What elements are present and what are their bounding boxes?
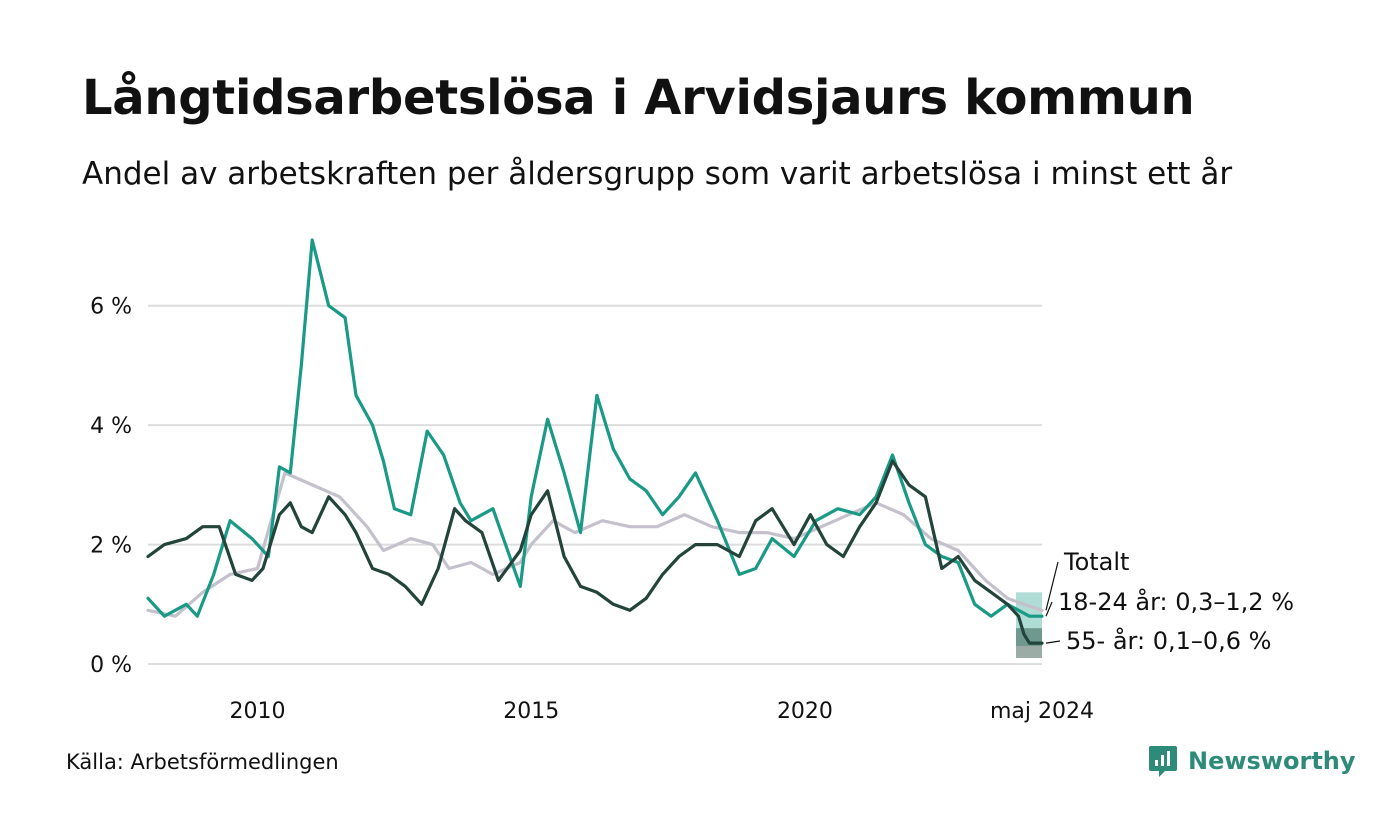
series-line-young [146, 238, 1044, 618]
x-tick-label: maj 2024 [990, 699, 1094, 724]
y-tick-label: 2 % [90, 534, 132, 559]
brand-name: Newsworthy [1188, 747, 1356, 775]
x-tick-label: 2020 [777, 699, 833, 724]
page-subtitle: Andel av arbetskraften per åldersgrupp s… [82, 156, 1233, 192]
series-line-old [146, 459, 1044, 645]
page-title: Långtidsarbetslösa i Arvidsjaurs kommun [82, 70, 1195, 126]
y-tick-label: 4 % [90, 414, 132, 439]
leader-line-young [1045, 601, 1053, 617]
source-note: Källa: Arbetsförmedlingen [66, 750, 339, 774]
line-chart: 0 % 2 % 4 % 6 % 2010 2015 2020 maj 2024 Totalt… [90, 238, 1294, 724]
leader-line-old [1045, 640, 1061, 644]
series-lines [146, 238, 1044, 645]
grid-lines [148, 304, 1042, 665]
series-labels: Totalt 18-24 år: 0,3–1,2 % 55- år: 0,1–0,6… [1045, 548, 1294, 655]
newsworthy-logo-icon [1149, 746, 1177, 777]
y-tick-label: 6 % [90, 295, 132, 320]
leader-line-total [1045, 561, 1059, 611]
series-line-total [146, 471, 1044, 618]
y-axis-ticks: 0 % 2 % 4 % 6 % [90, 295, 132, 678]
series-label-young: 18-24 år: 0,3–1,2 % [1058, 587, 1294, 616]
newsworthy-logo[interactable]: Newsworthy [1148, 744, 1356, 778]
x-tick-label: 2015 [503, 699, 559, 724]
series-label-old: 55- år: 0,1–0,6 % [1066, 626, 1271, 655]
x-axis-ticks: 2010 2015 2020 maj 2024 [229, 699, 1094, 724]
series-label-total: Totalt [1063, 548, 1129, 576]
y-tick-label: 0 % [90, 653, 132, 678]
x-tick-label: 2010 [229, 699, 285, 724]
